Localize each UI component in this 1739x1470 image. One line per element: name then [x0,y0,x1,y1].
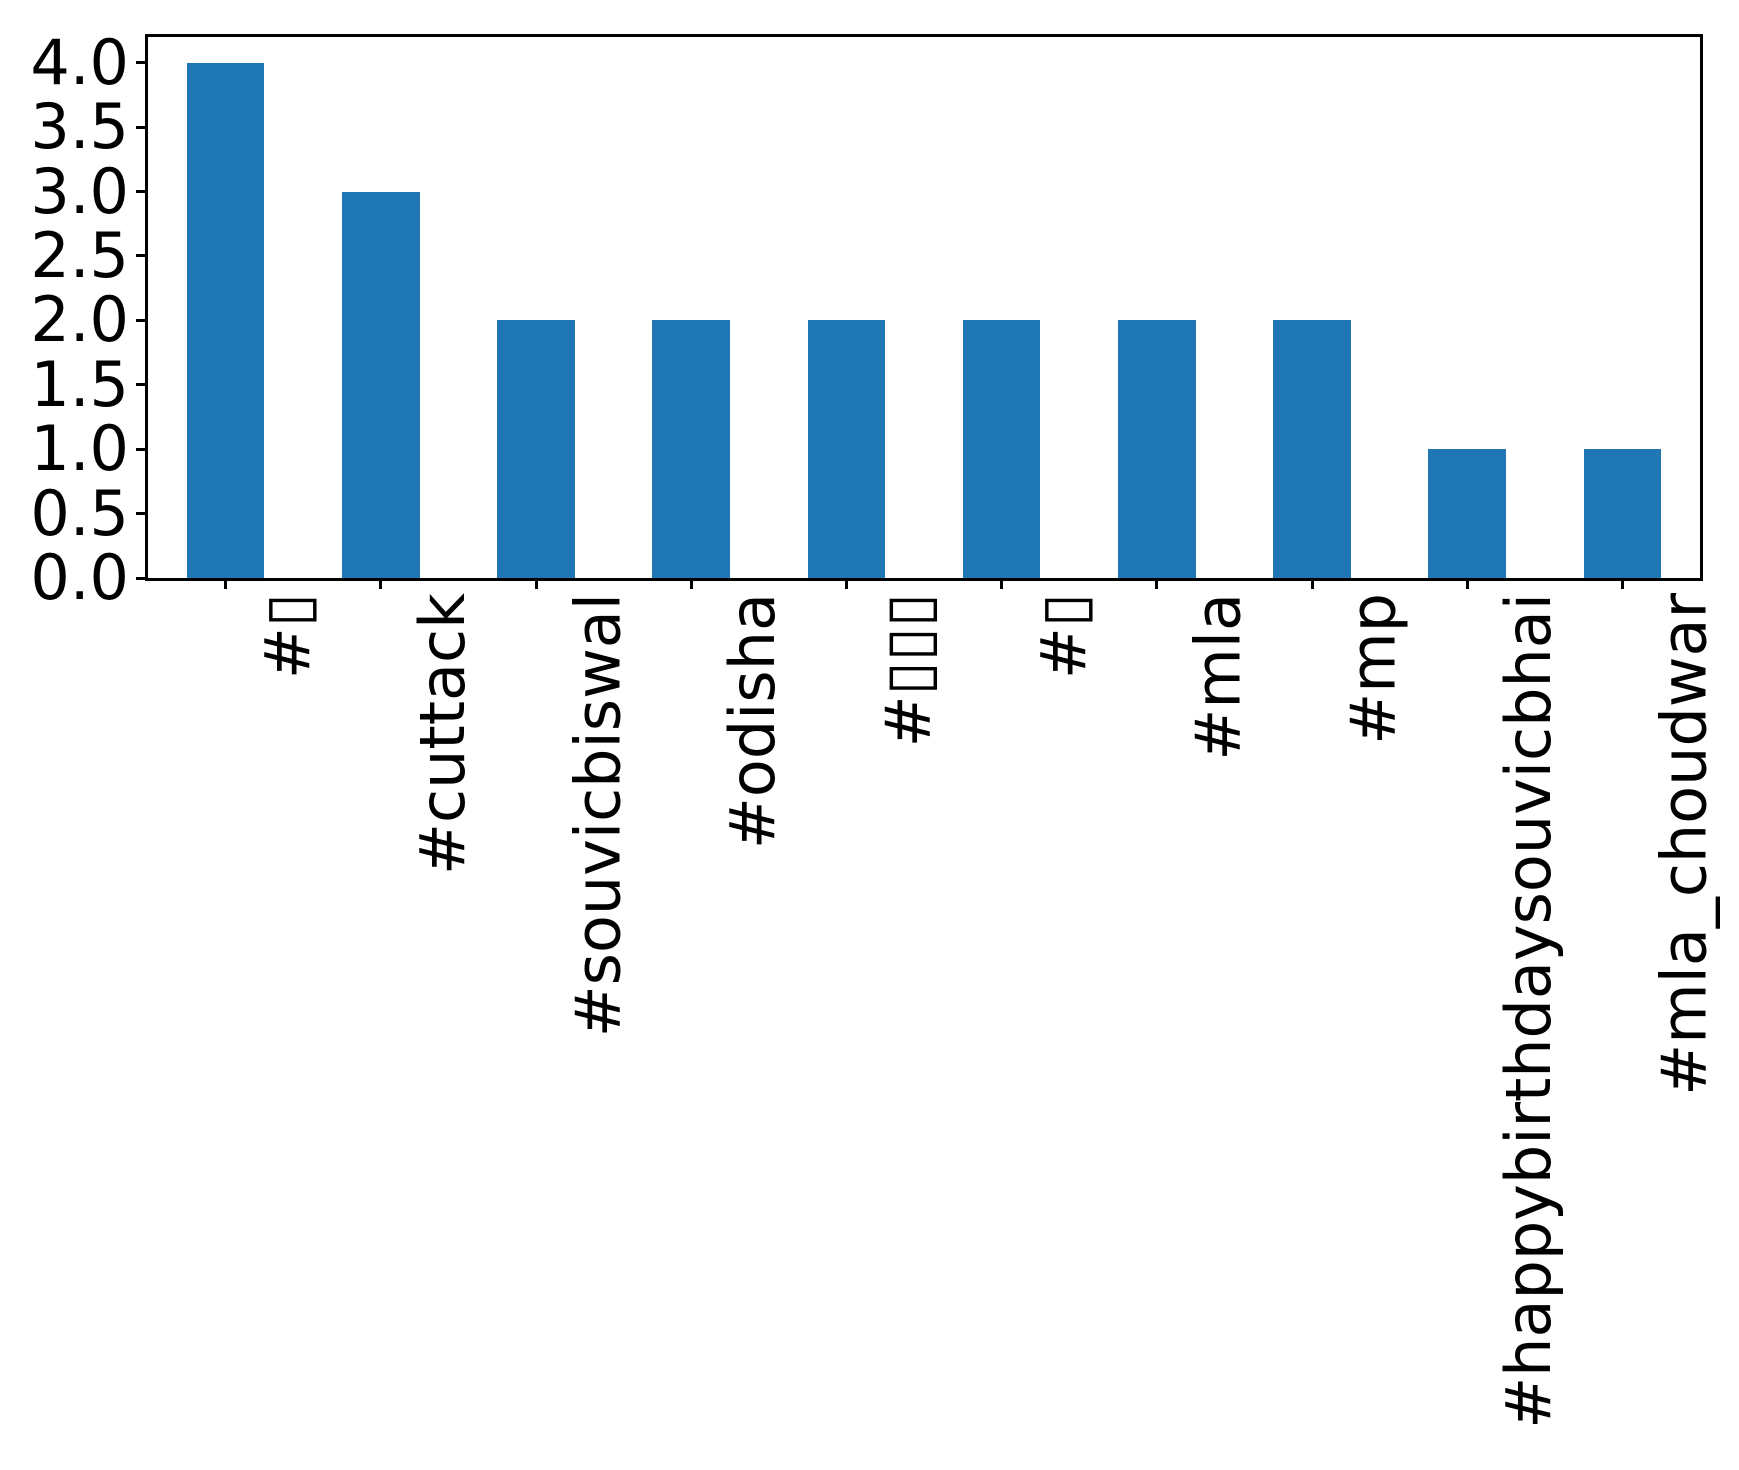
bar [342,191,420,578]
bar [807,320,886,578]
x-tick-label: #mp [1337,593,1410,745]
bar [1583,449,1662,578]
y-tick-mark [136,576,145,580]
x-tick-label: #mla [1181,593,1255,761]
x-tick-label: #cuttack [405,593,479,875]
bar [962,320,1041,578]
x-tick-mark [224,580,228,589]
x-tick-mark [534,580,538,589]
bar [652,320,730,578]
x-tick-label: #▯▯▯ [871,593,945,748]
y-tick-label: 4.0 [30,25,129,99]
y-tick-mark [136,318,145,322]
y-tick-mark [136,383,145,387]
x-tick-mark [689,580,693,589]
y-tick-label: 2.5 [30,218,129,292]
x-tick-label: #mla_choudwar [1647,593,1721,1096]
y-tick-mark [136,190,145,194]
bar [1118,320,1196,578]
x-tick-mark [379,580,383,589]
bar [497,320,575,578]
x-tick-mark [1000,580,1004,589]
y-tick-mark [136,254,145,258]
x-tick-label: #▯ [250,593,324,680]
y-tick-label: 1.5 [30,347,129,421]
x-tick-label: #souvicbiswal [561,593,634,1038]
y-tick-label: 3.5 [30,90,129,164]
y-tick-mark [136,512,145,516]
y-tick-label: 0.5 [30,476,129,550]
y-tick-label: 3.0 [30,154,129,228]
x-tick-mark [1155,580,1159,589]
x-tick-mark [1465,580,1469,589]
x-tick-label: #happybirthdaysouvicbhai [1492,593,1566,1429]
x-tick-label: #odisha [716,593,790,850]
y-tick-mark [136,447,145,451]
x-tick-mark [1620,580,1624,589]
y-tick-label: 0.0 [30,541,129,614]
x-tick-mark [844,580,848,589]
bar [1273,320,1351,578]
y-tick-mark [136,125,145,129]
bar [186,62,265,578]
x-tick-mark [1310,580,1314,589]
y-tick-label: 2.0 [30,283,129,357]
x-tick-label: #▯ [1026,593,1100,680]
y-tick-mark [136,61,145,65]
bar [1428,449,1506,578]
y-tick-label: 1.0 [30,412,129,486]
